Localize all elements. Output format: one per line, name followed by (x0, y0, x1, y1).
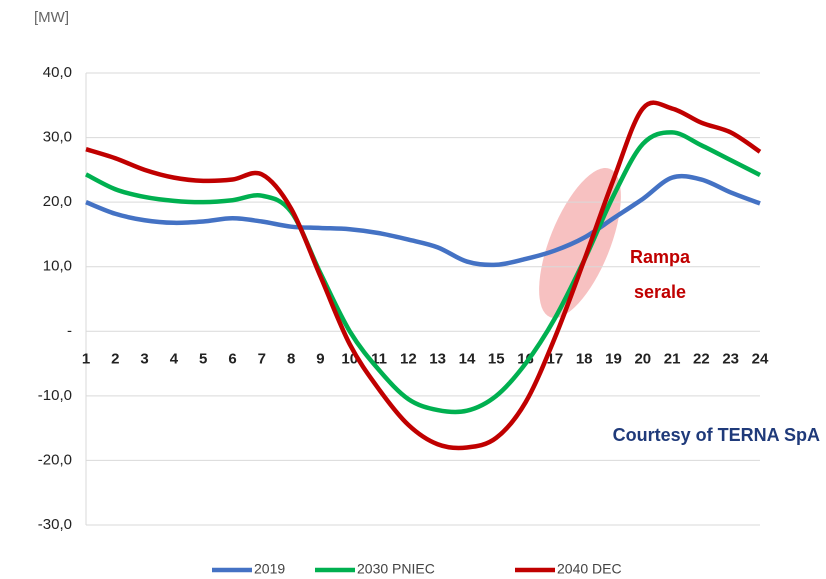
y-tick-label: 40,0 (43, 64, 72, 81)
y-tick-label: -20,0 (38, 451, 72, 468)
x-tick-label: 14 (459, 350, 476, 367)
x-tick-label: 3 (140, 350, 148, 367)
x-tick-label: 13 (429, 350, 446, 367)
x-tick-label: 8 (287, 350, 295, 367)
x-tick-label: 12 (400, 350, 417, 367)
ramp-highlight (539, 167, 621, 319)
series-line (85, 100, 762, 451)
legend-label: 2030 PNIEC (357, 561, 435, 577)
y-tick-label: -30,0 (38, 516, 72, 533)
y-tick-label: 10,0 (43, 258, 72, 275)
annotation: serale (634, 282, 686, 302)
legend-label: 2019 (254, 561, 285, 577)
y-tick-label: -10,0 (38, 387, 72, 404)
x-tick-label: 22 (693, 350, 710, 367)
y-tick-label: 20,0 (43, 193, 72, 210)
legend-label: 2040 DEC (557, 561, 622, 577)
x-tick-label: 18 (576, 350, 593, 367)
x-tick-label: 5 (199, 350, 207, 367)
x-tick-label: 20 (634, 350, 651, 367)
x-tick-label: 24 (752, 350, 769, 367)
x-tick-label: 17 (547, 350, 564, 367)
x-tick-label: 2 (111, 350, 119, 367)
y-tick-label: - (67, 322, 72, 339)
x-tick-label: 21 (664, 350, 681, 367)
x-tick-label: 7 (258, 350, 266, 367)
credit: Courtesy of TERNA SpA (613, 425, 820, 445)
annotation: Rampa (630, 247, 691, 267)
x-tick-label: 9 (316, 350, 324, 367)
x-tick-label: 1 (82, 350, 90, 367)
x-tick-label: 19 (605, 350, 622, 367)
x-tick-label: 6 (228, 350, 236, 367)
series-line (85, 173, 761, 268)
y-axis-label: [MW] (34, 9, 69, 26)
x-tick-label: 4 (170, 350, 179, 367)
x-tick-label: 23 (722, 350, 739, 367)
series-line (84, 130, 762, 415)
x-tick-label: 15 (488, 350, 505, 367)
y-tick-label: 30,0 (43, 129, 72, 146)
